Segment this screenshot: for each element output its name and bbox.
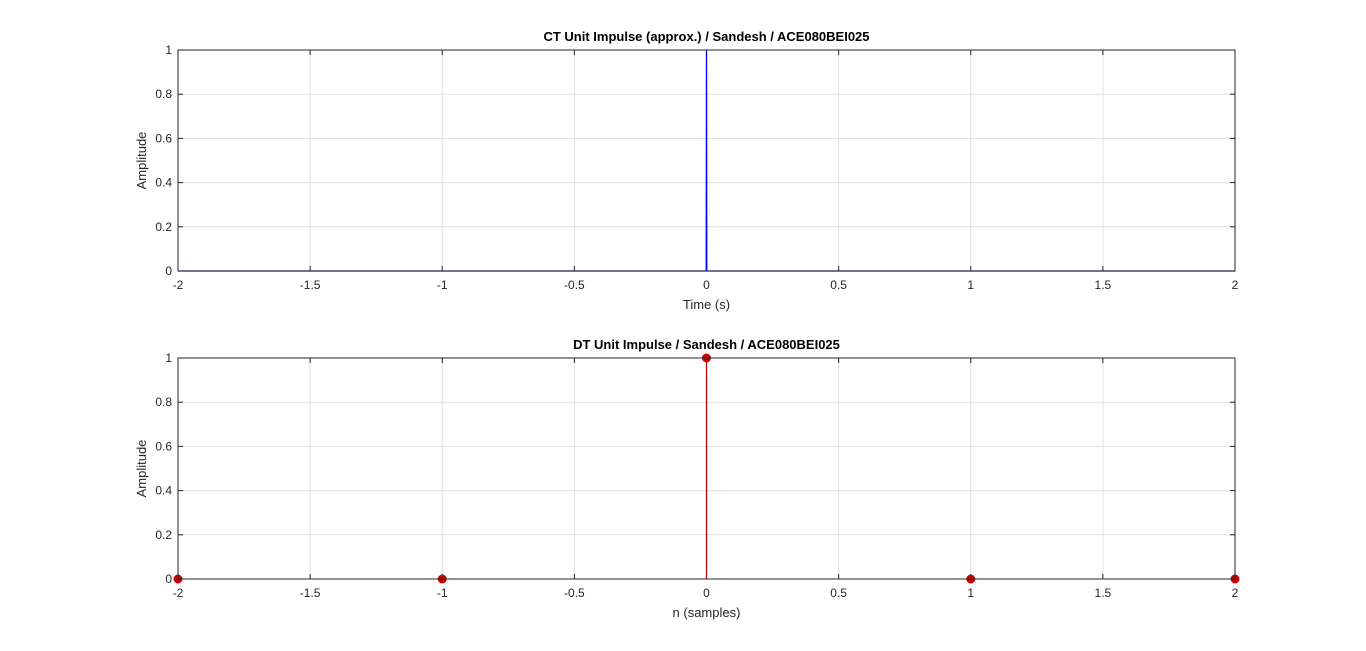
ct-impulse-axes: -2 -1.5 -1 -0.5 0 0.5 1 1.5 2 0 0.2 0.4 0.6 0.8 1 CT Un… [134, 29, 1239, 312]
ct-x-tick-label: -1.5 [300, 278, 321, 292]
dt-x-tick-label: 0.5 [830, 586, 847, 600]
ct-x-tick-label: 0.5 [830, 278, 847, 292]
ct-x-tick-label: 1.5 [1095, 278, 1112, 292]
ct-x-tick-label: -2 [173, 278, 184, 292]
dt-chart-title: DT Unit Impulse / Sandesh / ACE080BEI025 [573, 337, 840, 352]
dt-x-tick-label: -1 [437, 586, 448, 600]
dt-y-tick-label: 1 [165, 351, 172, 365]
ct-y-tick-label: 0 [165, 264, 172, 278]
ct-y-tick-label: 0.6 [155, 131, 172, 145]
ct-y-tick-label: 0.4 [155, 176, 172, 190]
dt-y-axis-label: Amplitude [134, 440, 149, 498]
dt-axes-frame [177, 357, 1236, 580]
dt-y-tick-label: 0.6 [155, 439, 172, 453]
dt-y-tick-label: 0.2 [155, 528, 172, 542]
dt-impulse-axes: -2 -1.5 -1 -0.5 0 0.5 1 1.5 2 0 0.2 0.4 0.6 0.8 1 DT Un… [134, 337, 1240, 620]
dt-x-tick-label: -1.5 [300, 586, 321, 600]
dt-x-tick-label: 1 [967, 586, 974, 600]
dt-x-tick-label: -0.5 [564, 586, 585, 600]
ct-y-tick-label: 0.8 [155, 87, 172, 101]
ct-x-tick-label: -0.5 [564, 278, 585, 292]
ct-x-tick-label: 2 [1232, 278, 1239, 292]
ct-axes-frame [177, 49, 1236, 272]
ct-y-tick-label: 0.2 [155, 220, 172, 234]
ct-y-axis-label: Amplitude [134, 132, 149, 190]
dt-x-tick-label: -2 [173, 586, 184, 600]
ct-x-axis-label: Time (s) [683, 297, 730, 312]
dt-y-tick-label: 0.8 [155, 395, 172, 409]
dt-y-tick-label: 0.4 [155, 484, 172, 498]
ct-x-tick-label: 0 [703, 278, 710, 292]
dt-x-axis-label: n (samples) [673, 605, 741, 620]
ct-y-tick-label: 1 [165, 43, 172, 57]
ct-chart-title: CT Unit Impulse (approx.) / Sandesh / AC… [543, 29, 869, 44]
dt-y-tick-label: 0 [165, 572, 172, 586]
dt-x-tick-label: 2 [1232, 586, 1239, 600]
dt-x-tick-label: 1.5 [1095, 586, 1112, 600]
ct-x-tick-label: -1 [437, 278, 448, 292]
ct-x-tick-label: 1 [967, 278, 974, 292]
ct-impulse-line [178, 49, 1235, 272]
dt-x-tick-label: 0 [703, 586, 710, 600]
